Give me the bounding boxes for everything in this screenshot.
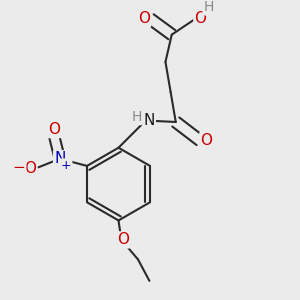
Text: H: H (203, 0, 214, 14)
Text: O: O (48, 122, 60, 137)
Text: O: O (24, 161, 36, 176)
Text: N: N (54, 151, 65, 166)
Text: N: N (143, 113, 155, 128)
Text: O: O (117, 232, 129, 247)
Text: −: − (13, 160, 25, 175)
Text: H: H (131, 110, 142, 124)
Text: O: O (200, 133, 212, 148)
Text: +: + (61, 159, 71, 172)
Text: O: O (138, 11, 150, 26)
Text: O: O (194, 11, 206, 26)
